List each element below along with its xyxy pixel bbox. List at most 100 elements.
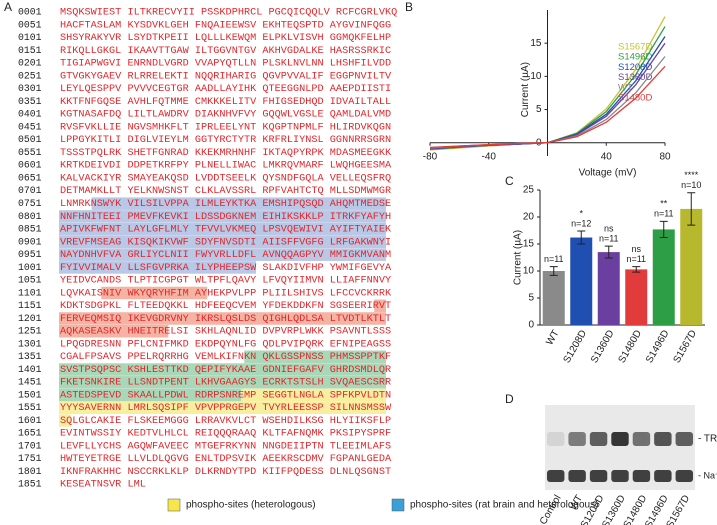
significance-label: ** <box>660 199 668 209</box>
region-highlight <box>59 376 386 389</box>
bar <box>625 269 648 325</box>
sequence-row: FYIVVIMALV LLSFGVPRKA ILYPHEEPSW SLAKDIV… <box>60 262 391 273</box>
panel-label: D <box>505 392 514 406</box>
sequence-row: KDKTSDGPKL FLTEEDQKKL HDFEEQCVEM YFDEKDD… <box>60 300 391 311</box>
blot-band <box>589 470 608 482</box>
residue-number: 0751 <box>18 198 42 209</box>
residue-number: 1801 <box>18 466 42 477</box>
n-label: n=11 <box>626 254 646 264</box>
residue-number: 0551 <box>18 147 42 158</box>
residue-number: 1501 <box>18 389 42 400</box>
error-bar <box>577 230 586 245</box>
sequence-row: KRTKDEIVDI DDPETKRFPY PLNELLIWAC LMKRQVM… <box>60 160 391 171</box>
sequence-row: EVINTWSSIY KEDTVLHLCL REIQQQRAAQ KLTFAFN… <box>60 428 391 439</box>
legend-label: S1496D <box>618 52 652 63</box>
y-tick-label: 5 <box>536 104 542 115</box>
blot-band <box>632 470 651 482</box>
x-axis-label: Voltage (mV) <box>579 168 637 179</box>
region-highlight <box>374 299 386 312</box>
blot-band <box>654 470 672 482</box>
x-tick-label: 80 <box>659 151 671 162</box>
residue-number: 0051 <box>18 19 42 30</box>
sequence-row: HWTEYETRGE LLVLDLQGVG ENLTDPSVIK AEEKRSC… <box>60 453 391 464</box>
panel-label: C <box>505 174 514 188</box>
region-highlight <box>101 286 208 300</box>
y-tick-label: 25 <box>523 185 535 196</box>
n-label: n=11 <box>599 234 619 244</box>
region-highlight <box>59 248 386 261</box>
legend-swatch <box>391 498 405 512</box>
sequence-row: LPQGDRESNN PFLCNIFMKD EKDPQYNLFG QDLPVIP… <box>60 338 391 349</box>
error-bar <box>632 266 641 273</box>
legend-label: S1360D <box>618 72 652 83</box>
n-label: n=12 <box>571 218 591 228</box>
error-bar <box>549 266 558 276</box>
error-bar <box>687 192 696 226</box>
bar <box>542 271 565 325</box>
sequence-row: LEVFLLYCHS AGQWFAVEEC MTGEFRKYNN NNGDEII… <box>60 440 391 451</box>
sequence-row: SHSYRAKYVR LSYDTKPEII LQLLLKEWQM ELPKLVI… <box>60 32 391 43</box>
x-tick-label: S1480D <box>617 328 645 365</box>
n-label: n=11 <box>544 254 564 264</box>
legend-swatch <box>167 498 181 512</box>
residue-number: 0701 <box>18 185 42 196</box>
region-highlight <box>244 350 386 364</box>
x-tick-label: S1496D <box>644 328 672 365</box>
residue-number: 1701 <box>18 440 42 451</box>
sequence-row: RIKQLLGKGL IKAAVTTGAW ILTGGVNTGV AKHVGDA… <box>60 45 391 56</box>
residue-number: 0601 <box>18 160 42 171</box>
residue-number: 0501 <box>18 134 42 145</box>
blot-band <box>568 470 586 482</box>
x-tick-label: S1567D <box>672 328 700 365</box>
residue-number: 1751 <box>18 453 42 464</box>
bar <box>570 237 593 325</box>
y-tick-label: 5 <box>528 293 534 304</box>
legend-label: S1480D <box>618 93 652 104</box>
n-label: n=10 <box>681 180 701 190</box>
sequence-row: LQVKAISNIV WKYQRYHFIM AYHEKPVLPP PLIILSH… <box>60 287 391 298</box>
sequence-row: IKNFRAKHHC NSCCRKLKLP DLKRNDYTPD KIIFPQD… <box>60 466 391 477</box>
sequence-row: FKETSNKIRE LLSNDTPENT LKHVGAAGYS ECRKTST… <box>60 377 391 388</box>
sequence-row: SQLGLCAKIE FLSKEEMGGG LRRAVKVLCT WSEHDIL… <box>60 415 391 426</box>
sequence-row: APIVKFWFNT LAYLGFLMLY TFVVLVKMEQ LPSVQEW… <box>60 224 391 235</box>
residue-number: 1051 <box>18 275 42 286</box>
sequence-row: LNMRKNSWYK VILSILVPPA ILMLEYKTKA EMSHIPQ… <box>60 198 391 209</box>
band-label: - Na⁺/K⁺-ATPase <box>698 470 717 480</box>
band-label: - TRPM7 <box>698 434 717 445</box>
sequence-row: HACFTASLAM KYSDVKLGEH FNQAIEEWSV EKHTEQS… <box>60 19 391 30</box>
y-axis-label: Current (µA) <box>513 230 524 285</box>
residue-number: 0201 <box>18 58 42 69</box>
blot-band <box>547 432 565 446</box>
y-tick-label: 0 <box>528 320 534 331</box>
blot-band <box>589 432 608 446</box>
residue-number: 1101 <box>18 287 42 298</box>
region-highlight <box>59 261 256 274</box>
region-highlight <box>59 388 243 402</box>
blot-band <box>611 432 629 446</box>
sequence-row: YEIDVCANDS TLPTICGPGT WLTPFLQAVY LFVQYII… <box>60 275 391 286</box>
x-tick-label: S1360D <box>589 328 617 365</box>
residue-number: 1151 <box>18 300 42 311</box>
region-highlight <box>59 414 71 427</box>
x-tick-label: WT <box>544 328 561 347</box>
blot-band <box>654 432 672 446</box>
residue-number: 0151 <box>18 45 42 56</box>
residue-number: 0251 <box>18 70 42 81</box>
significance-label: ns <box>631 244 641 254</box>
residue-number: 1351 <box>18 351 42 362</box>
sequence-row: FERVEQMSIQ IKEVGDRVNY IKRSLQSLDS QIGHLQD… <box>60 313 391 324</box>
residue-number: 1651 <box>18 428 42 439</box>
panel-label: A <box>4 0 12 14</box>
region-highlight <box>59 401 386 415</box>
region-highlight <box>59 325 169 338</box>
sequence-row: YYYSAVERNN LMRLSQSIPF VPVPPRGEPV TVYRLEE… <box>60 402 391 413</box>
sequence-row: TSSSTPQLRK SHETFGNRAD KKEKMRHNHF IKTAQPY… <box>60 147 391 158</box>
residue-number: 0451 <box>18 121 42 132</box>
significance-label: ns <box>604 224 614 234</box>
n-label: n=11 <box>654 209 674 219</box>
residue-number: 1001 <box>18 262 42 273</box>
y-tick-label: 10 <box>530 71 542 82</box>
bar <box>597 252 620 325</box>
iv-curve <box>429 65 666 149</box>
